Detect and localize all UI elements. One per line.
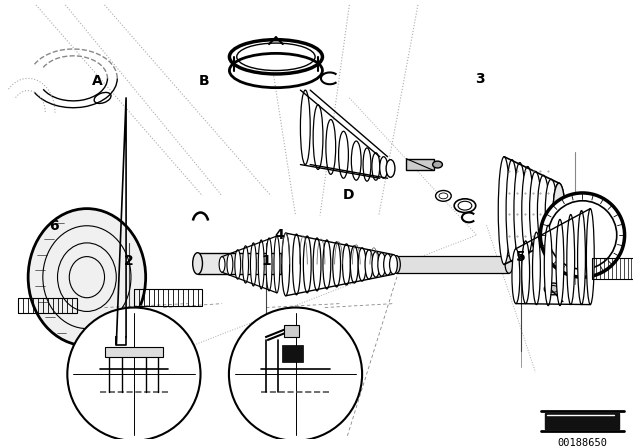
- Ellipse shape: [274, 236, 280, 293]
- Text: 4: 4: [275, 228, 284, 242]
- Text: D: D: [342, 188, 354, 202]
- Ellipse shape: [548, 201, 617, 269]
- Ellipse shape: [567, 215, 575, 305]
- Ellipse shape: [227, 254, 233, 275]
- Text: 5: 5: [516, 250, 525, 264]
- Ellipse shape: [363, 148, 371, 181]
- Ellipse shape: [522, 241, 529, 304]
- Ellipse shape: [303, 236, 311, 293]
- Ellipse shape: [333, 242, 340, 287]
- Bar: [284, 325, 300, 337]
- Bar: [19, 298, 77, 314]
- Bar: [104, 347, 163, 357]
- Ellipse shape: [342, 244, 350, 285]
- Ellipse shape: [556, 220, 564, 306]
- Ellipse shape: [499, 157, 510, 264]
- Bar: [134, 289, 202, 306]
- Ellipse shape: [538, 175, 549, 246]
- Circle shape: [229, 307, 362, 441]
- Text: 2: 2: [124, 254, 134, 268]
- Ellipse shape: [380, 157, 388, 178]
- Ellipse shape: [235, 250, 241, 279]
- Ellipse shape: [544, 283, 562, 295]
- Ellipse shape: [250, 243, 257, 286]
- Ellipse shape: [193, 253, 202, 274]
- Ellipse shape: [300, 90, 310, 164]
- Ellipse shape: [545, 179, 557, 242]
- Ellipse shape: [259, 240, 264, 289]
- Ellipse shape: [540, 193, 625, 277]
- Ellipse shape: [28, 209, 146, 346]
- Circle shape: [67, 307, 200, 441]
- Ellipse shape: [392, 256, 400, 273]
- Ellipse shape: [433, 161, 442, 168]
- Text: 6: 6: [49, 219, 58, 233]
- Ellipse shape: [237, 43, 315, 70]
- Ellipse shape: [436, 190, 451, 201]
- Text: 00188650: 00188650: [557, 438, 607, 448]
- Bar: [282, 345, 303, 362]
- Ellipse shape: [365, 250, 373, 279]
- Bar: [396, 256, 509, 273]
- Ellipse shape: [553, 183, 565, 238]
- Ellipse shape: [313, 238, 321, 291]
- Ellipse shape: [532, 232, 540, 305]
- Ellipse shape: [243, 246, 248, 283]
- Ellipse shape: [390, 254, 397, 274]
- Ellipse shape: [326, 120, 335, 174]
- Ellipse shape: [522, 167, 534, 254]
- Ellipse shape: [586, 209, 594, 305]
- Ellipse shape: [292, 234, 300, 295]
- Ellipse shape: [544, 225, 552, 306]
- Ellipse shape: [351, 141, 361, 180]
- Text: 3: 3: [475, 72, 484, 86]
- Ellipse shape: [372, 252, 380, 277]
- Bar: [592, 258, 640, 279]
- Ellipse shape: [383, 254, 392, 275]
- Ellipse shape: [512, 249, 520, 304]
- Ellipse shape: [229, 40, 323, 74]
- Ellipse shape: [323, 240, 331, 289]
- Ellipse shape: [577, 211, 586, 305]
- Ellipse shape: [282, 233, 290, 296]
- Ellipse shape: [219, 257, 225, 272]
- Ellipse shape: [514, 163, 525, 258]
- Text: 1: 1: [262, 254, 271, 268]
- Ellipse shape: [350, 246, 358, 283]
- Bar: [406, 159, 434, 170]
- Ellipse shape: [313, 105, 323, 169]
- Ellipse shape: [529, 172, 541, 250]
- Polygon shape: [545, 414, 619, 429]
- Bar: [198, 253, 281, 274]
- Ellipse shape: [553, 183, 565, 238]
- Text: A: A: [92, 74, 103, 88]
- Ellipse shape: [505, 256, 513, 273]
- Ellipse shape: [378, 253, 386, 276]
- Ellipse shape: [372, 153, 380, 180]
- Ellipse shape: [386, 159, 395, 177]
- Ellipse shape: [506, 159, 518, 262]
- Ellipse shape: [454, 199, 476, 212]
- Ellipse shape: [358, 248, 366, 281]
- Text: B: B: [199, 74, 209, 88]
- Ellipse shape: [339, 131, 348, 178]
- Ellipse shape: [266, 238, 272, 291]
